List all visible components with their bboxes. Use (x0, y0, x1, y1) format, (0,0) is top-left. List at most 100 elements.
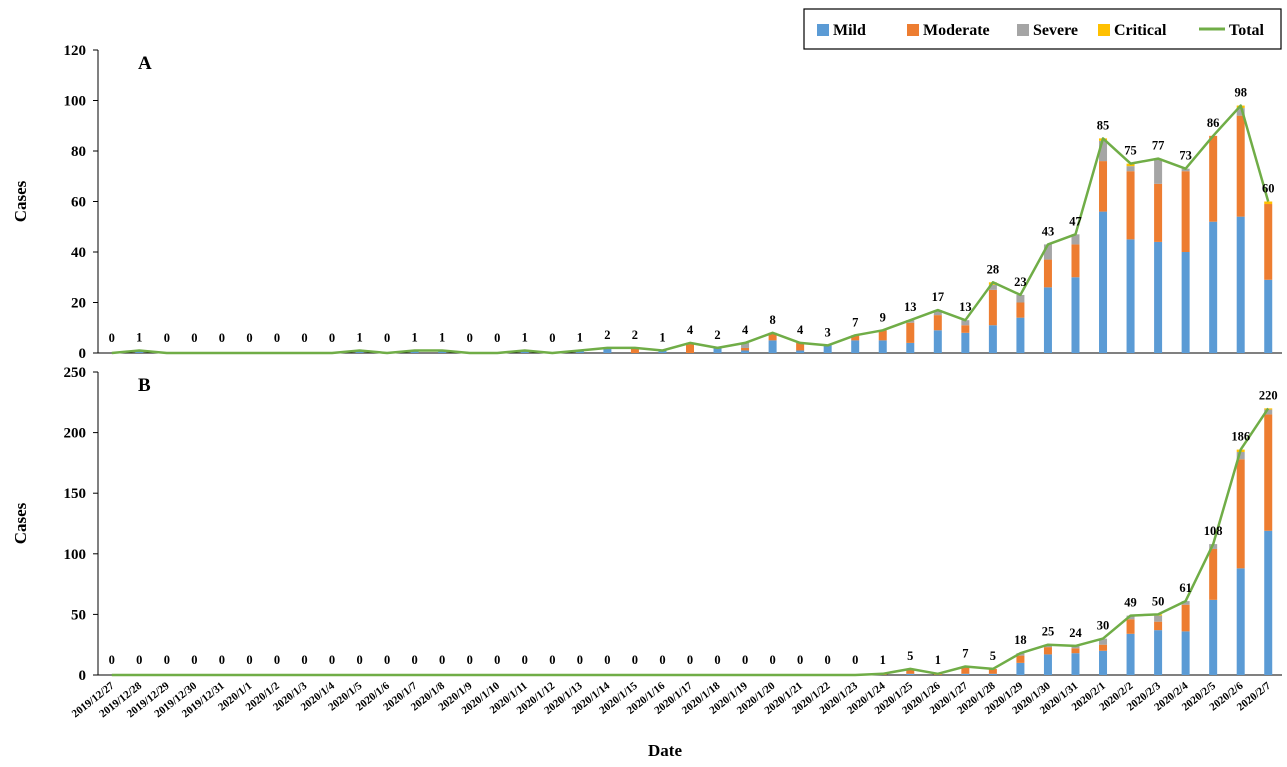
data-label-b: 0 (825, 653, 831, 667)
data-label-a: 3 (825, 325, 831, 339)
bar-mild-a (878, 340, 887, 353)
x-axis-title: Date (648, 741, 682, 760)
bar-severe-a (1236, 108, 1245, 116)
data-label-b: 0 (191, 653, 197, 667)
bar-mild-a (1043, 287, 1052, 353)
data-label-b: 5 (990, 649, 996, 663)
y-tick-label-b: 50 (71, 607, 86, 623)
data-label-b: 30 (1097, 619, 1110, 633)
y-axis-title-a: Cases (11, 180, 30, 222)
bar-moderate-b (1236, 459, 1245, 569)
bar-mild-b (1126, 633, 1135, 675)
legend-swatch-mild (817, 24, 829, 36)
data-label-a: 0 (329, 331, 335, 345)
data-label-b: 0 (549, 653, 555, 667)
data-label-b: 0 (852, 653, 858, 667)
legend-swatch-severe (1017, 24, 1029, 36)
bar-moderate-a (1099, 161, 1108, 212)
bar-moderate-a (1264, 204, 1273, 280)
data-label-b: 61 (1179, 581, 1192, 595)
bar-mild-a (1099, 211, 1108, 353)
y-tick-label-a: 120 (64, 43, 87, 59)
data-label-a: 0 (274, 331, 280, 345)
data-label-b: 5 (907, 649, 913, 663)
legend-swatch-moderate (907, 24, 919, 36)
panel-label-a: A (138, 53, 152, 74)
data-label-b: 0 (797, 653, 803, 667)
data-label-b: 0 (494, 653, 500, 667)
data-label-a: 0 (191, 331, 197, 345)
data-label-b: 0 (136, 653, 142, 667)
panel-label-b: B (138, 375, 151, 396)
data-label-b: 0 (687, 653, 693, 667)
bar-mild-b (1181, 631, 1190, 675)
bar-mild-a (1264, 279, 1273, 353)
bar-moderate-a (851, 335, 860, 341)
y-tick-label-b: 200 (64, 426, 87, 442)
data-label-b: 0 (769, 653, 775, 667)
data-label-a: 43 (1042, 224, 1055, 238)
bar-moderate-a (1209, 135, 1218, 222)
legend-label-moderate: Moderate (923, 22, 990, 39)
bar-severe-a (1071, 234, 1080, 245)
bar-moderate-a (796, 342, 805, 351)
data-label-a: 4 (687, 323, 694, 337)
data-label-b: 0 (301, 653, 307, 667)
data-label-a: 98 (1234, 86, 1247, 100)
data-label-b: 0 (219, 653, 225, 667)
data-label-b: 0 (109, 653, 115, 667)
bar-mild-a (741, 350, 750, 353)
data-label-a: 9 (880, 310, 886, 324)
data-label-a: 75 (1124, 144, 1137, 158)
data-label-b: 0 (384, 653, 390, 667)
data-label-a: 2 (604, 328, 610, 342)
data-label-b: 18 (1014, 633, 1027, 647)
bar-severe-a (1043, 244, 1052, 260)
data-label-b: 0 (714, 653, 720, 667)
data-label-b: 0 (329, 653, 335, 667)
data-label-b: 7 (962, 647, 968, 661)
data-label-a: 0 (219, 331, 225, 345)
bar-mild-a (1181, 252, 1190, 353)
data-label-a: 1 (356, 330, 362, 344)
y-tick-label-a: 40 (71, 245, 86, 261)
data-label-a: 77 (1152, 139, 1165, 153)
bar-mild-b (1016, 662, 1025, 675)
bar-mild-a (768, 340, 777, 353)
data-label-a: 0 (246, 331, 252, 345)
legend-label-severe: Severe (1033, 22, 1078, 39)
bar-moderate-b (1099, 644, 1108, 651)
legend-swatch-critical (1098, 24, 1110, 36)
bar-mild-a (713, 347, 722, 353)
data-label-a: 0 (301, 331, 307, 345)
bar-mild-a (1209, 221, 1218, 353)
bar-mild-b (1154, 630, 1163, 675)
bar-severe-a (1154, 158, 1163, 184)
data-label-a: 17 (932, 290, 945, 304)
y-tick-label-a: 0 (79, 346, 87, 362)
data-label-b: 0 (439, 653, 445, 667)
bar-mild-a (961, 332, 970, 353)
bar-moderate-a (1154, 183, 1163, 242)
bar-mild-b (1264, 530, 1273, 675)
data-label-b: 49 (1124, 596, 1137, 610)
bar-mild-b (1043, 654, 1052, 675)
bar-mild-a (823, 345, 832, 353)
data-label-a: 23 (1014, 275, 1027, 289)
total-line-a (111, 104, 1270, 355)
bar-moderate-a (686, 342, 694, 353)
data-label-b: 50 (1152, 594, 1165, 608)
data-label-b: 220 (1259, 388, 1278, 402)
data-label-a: 1 (412, 330, 418, 344)
data-label-b: 0 (577, 653, 583, 667)
data-label-b: 25 (1042, 625, 1055, 639)
y-tick-label-a: 20 (71, 296, 86, 312)
bar-mild-b (1099, 650, 1108, 675)
bar-moderate-a (1016, 302, 1025, 318)
data-label-b: 0 (604, 653, 610, 667)
y-tick-label-b: 150 (64, 486, 87, 502)
data-label-a: 13 (904, 300, 917, 314)
bar-severe-a (1099, 140, 1108, 162)
data-label-a: 1 (522, 330, 528, 344)
